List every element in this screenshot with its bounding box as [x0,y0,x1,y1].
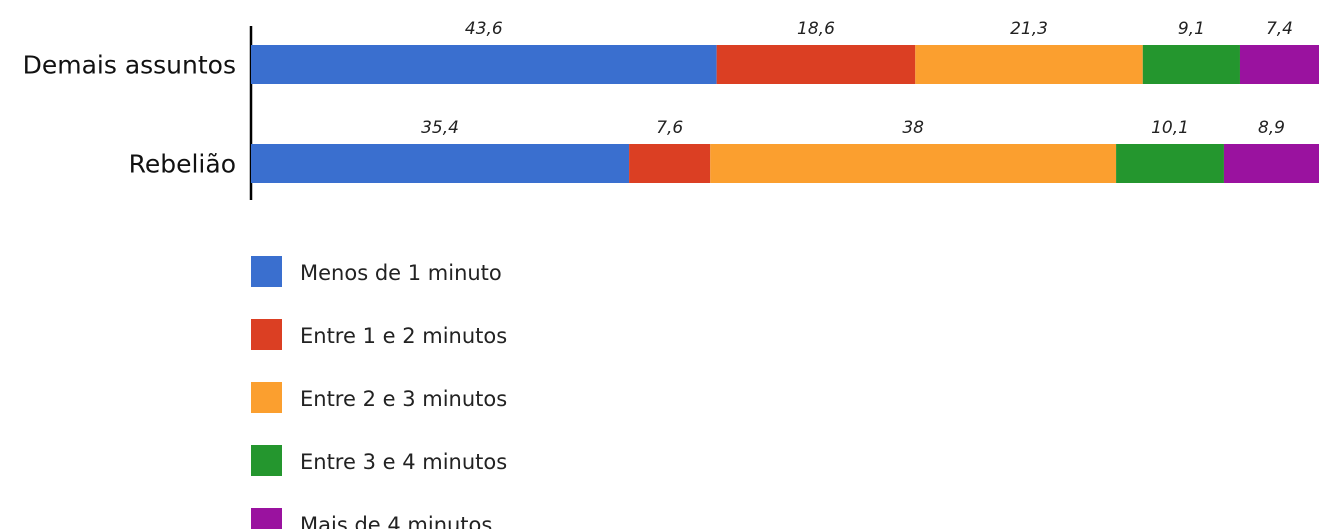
bar-segment [629,144,711,183]
data-label: 9,1 [1178,19,1205,39]
data-label: 21,3 [1010,19,1048,39]
category-label: Rebelião [129,150,236,179]
bar-segment [1223,144,1319,183]
data-label: 38 [902,118,924,138]
bar-segment [1142,45,1240,84]
bar-segment [915,45,1143,84]
data-label: 8,9 [1258,118,1285,138]
legend-swatch [251,319,282,350]
legend-label: Menos de 1 minuto [300,261,502,285]
data-label: 7,6 [656,118,683,138]
legend: Menos de 1 minuto Entre 1 e 2 minutos Entr… [251,256,507,529]
data-label: 43,6 [465,19,503,39]
data-label: 18,6 [797,19,835,39]
bar-segment [716,45,916,84]
bar-segment [710,144,1117,183]
legend-label: Mais de 4 minutos [300,513,492,529]
data-label: 10,1 [1151,118,1189,138]
data-label: 7,4 [1266,19,1293,39]
legend-label: Entre 2 e 3 minutos [300,387,507,411]
legend-swatch [251,508,282,529]
data-label: 35,4 [421,118,459,138]
legend-swatch [251,445,282,476]
bars [251,45,1319,183]
category-labels: Demais assuntos Rebelião [23,51,236,179]
bar-segment [251,45,717,84]
data-labels: 43,6 18,6 21,3 9,1 7,4 35,4 7,6 38 10,1 8,9 [421,19,1293,138]
legend-label: Entre 1 e 2 minutos [300,324,507,348]
legend-label: Entre 3 e 4 minutos [300,450,507,474]
category-label: Demais assuntos [23,51,236,80]
legend-swatch [251,382,282,413]
legend-swatch [251,256,282,287]
bar-segment [1239,45,1319,84]
bar-segment [1116,144,1224,183]
bar-segment [251,144,630,183]
